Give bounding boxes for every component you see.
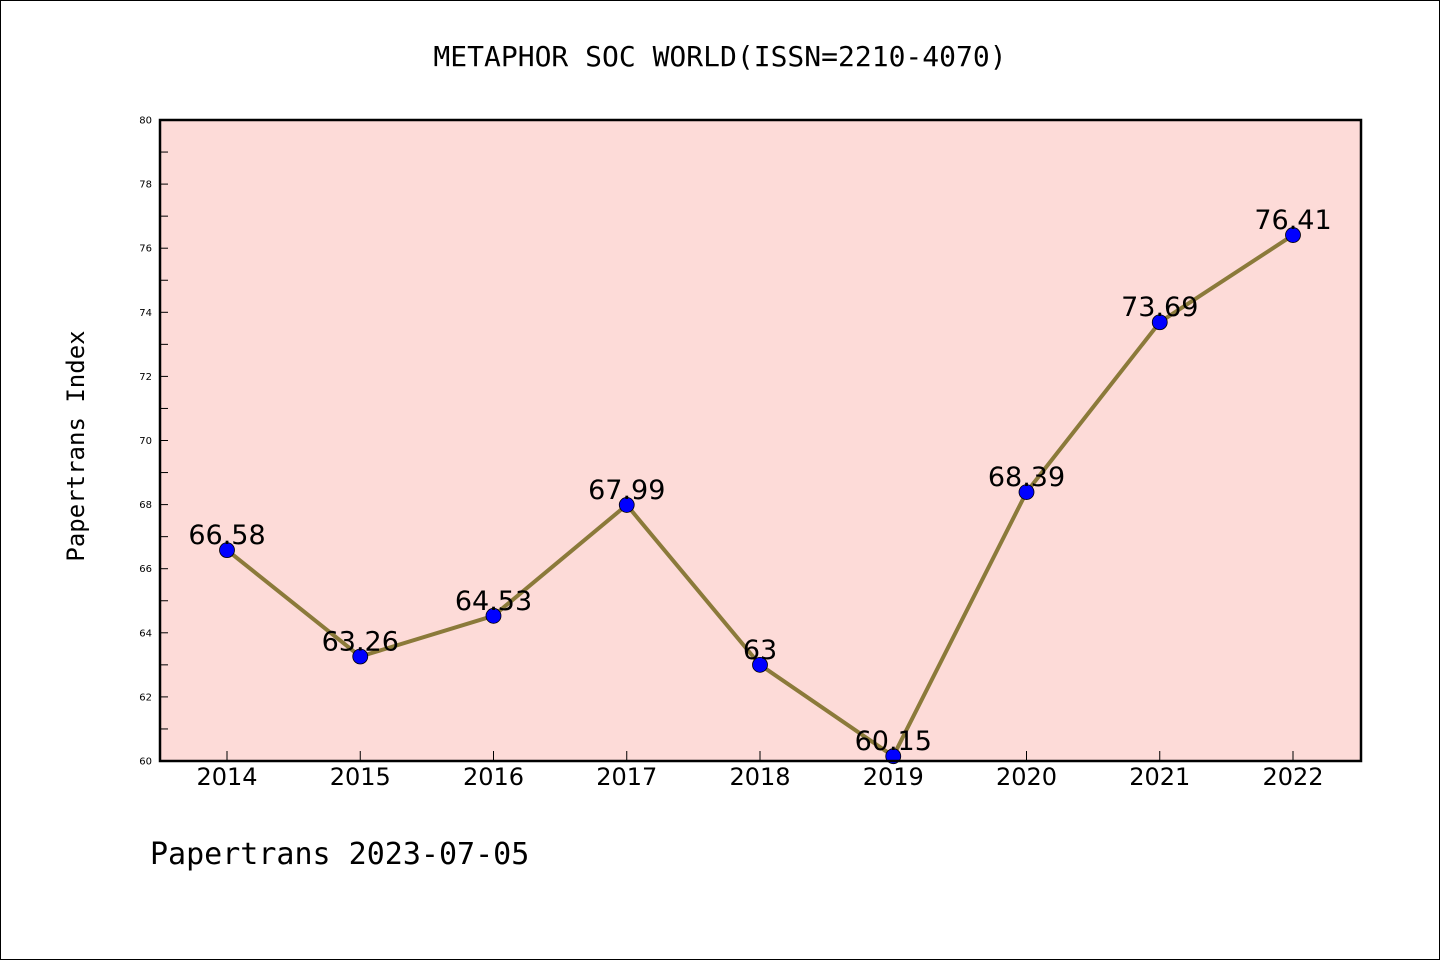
data-point (1285, 227, 1301, 243)
y-tick-label: 70 (139, 436, 152, 447)
data-label: 60.15 (855, 726, 932, 757)
data-point (1151, 314, 1168, 331)
x-tick-label: 2014 (196, 763, 257, 791)
data-label: 76.41 (1254, 205, 1331, 236)
data-markers (219, 227, 1301, 765)
plot-border (158, 118, 1363, 763)
data-label: 66.58 (188, 520, 265, 551)
x-tick-label: 2020 (996, 763, 1057, 791)
x-tick-label: 2015 (330, 763, 391, 791)
y-tick-label: 60 (139, 757, 152, 768)
y-tick-label: 74 (139, 308, 152, 319)
y-tick-label: 66 (139, 564, 152, 575)
x-tick-label: 2018 (729, 763, 790, 791)
data-label: 68.39 (988, 462, 1065, 493)
y-tick-label: 76 (139, 244, 152, 255)
y-tick-label: 72 (139, 372, 152, 383)
x-tick-label: 2022 (1262, 763, 1323, 791)
y-axis-label: Papertrans Index (62, 330, 90, 561)
footer-date: Papertrans 2023-07-05 (150, 837, 529, 872)
y-tick-label: 78 (139, 180, 152, 191)
data-label: 63 (743, 635, 777, 666)
x-tick-label: 2021 (1129, 763, 1190, 791)
y-tick-label: 64 (139, 628, 152, 639)
chart-title: METAPHOR SOC WORLD(ISSN=2210-4070) (433, 40, 1006, 73)
data-point (618, 497, 635, 513)
data-point (485, 607, 502, 624)
data-label: 67.99 (588, 475, 665, 506)
x-tick-label: 2019 (863, 763, 924, 791)
x-axis-ticks: 2014 2015 2016 2017 2018 2019 2020 2021 2022 (196, 751, 1324, 791)
data-label: 63.26 (322, 627, 399, 658)
data-labels: 66.58 63.26 64.53 67.99 63 60.15 68.39 73.69 76.… (188, 205, 1331, 757)
data-label: 73.69 (1121, 292, 1198, 323)
y-axis-ticks: 60 62 64 66 68 70 72 74 76 78 80 (139, 116, 168, 768)
x-tick-label: 2017 (596, 763, 657, 791)
data-point (1018, 484, 1035, 501)
data-label: 64.53 (455, 586, 532, 617)
y-tick-label: 62 (139, 692, 152, 703)
y-tick-label: 68 (139, 500, 152, 511)
y-tick-label: 80 (139, 116, 152, 127)
data-point (219, 542, 235, 559)
data-point (352, 648, 369, 665)
x-tick-label: 2016 (463, 763, 524, 791)
data-point (752, 656, 768, 673)
